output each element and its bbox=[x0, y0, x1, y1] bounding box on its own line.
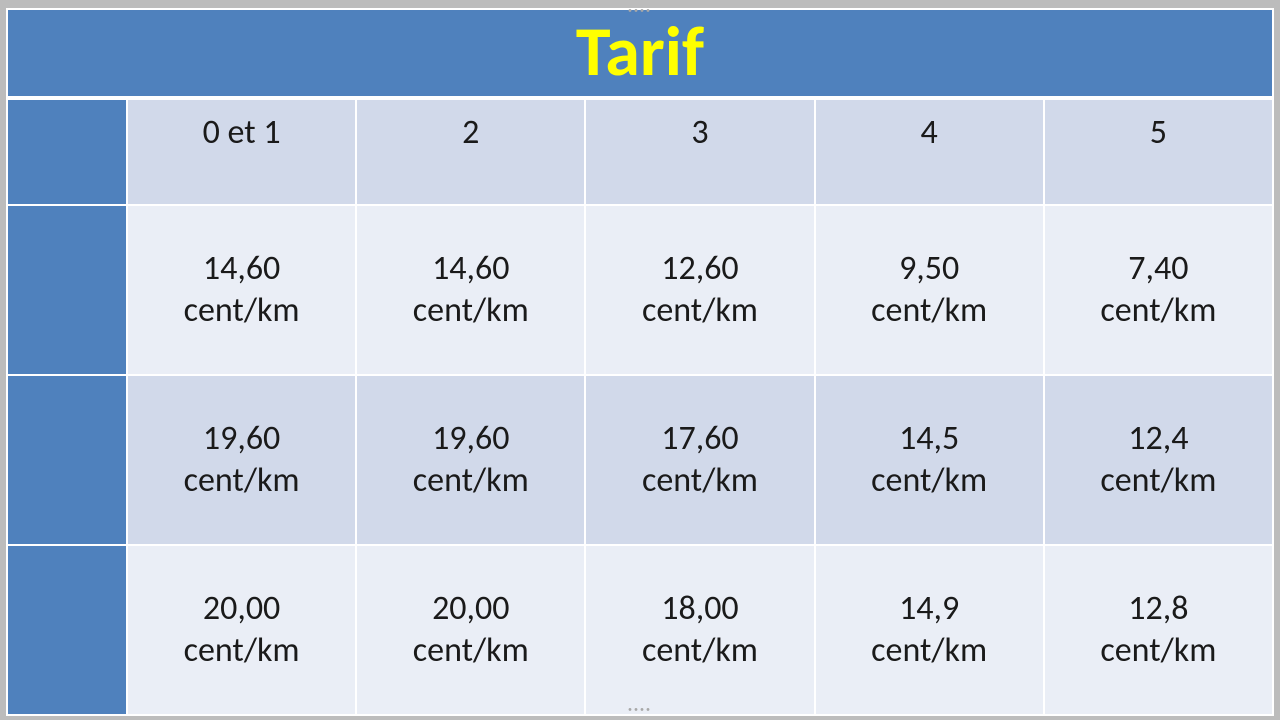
cell-value: 20,00 bbox=[357, 588, 584, 631]
cell-value: 12,8 bbox=[1045, 588, 1272, 631]
title-bar: Tarif bbox=[6, 8, 1274, 98]
cell-unit: cent/km bbox=[586, 460, 813, 503]
cell-value: 19,60 bbox=[357, 418, 584, 461]
col-header: 2 bbox=[356, 99, 585, 205]
table-row: 14,60cent/km 14,60cent/km 12,60cent/km 9… bbox=[7, 205, 1273, 375]
table-cell: 19,60cent/km bbox=[127, 375, 356, 545]
table-cell: 12,60cent/km bbox=[585, 205, 814, 375]
cell-value: 17,60 bbox=[586, 418, 813, 461]
cell-value: 12,4 bbox=[1045, 418, 1272, 461]
cell-unit: cent/km bbox=[586, 630, 813, 673]
cell-unit: cent/km bbox=[128, 460, 355, 503]
app-frame: •••• Tarif 0 et 1 2 3 4 5 14,60cent/km 1… bbox=[0, 0, 1280, 720]
row-stub bbox=[7, 375, 127, 545]
table-stub-header bbox=[7, 99, 127, 205]
table-header-row: 0 et 1 2 3 4 5 bbox=[7, 99, 1273, 205]
cell-unit: cent/km bbox=[1045, 460, 1272, 503]
row-stub bbox=[7, 545, 127, 715]
cell-unit: cent/km bbox=[357, 290, 584, 333]
table-cell: 19,60cent/km bbox=[356, 375, 585, 545]
cell-value: 14,9 bbox=[816, 588, 1043, 631]
cell-unit: cent/km bbox=[816, 460, 1043, 503]
table-cell: 12,4cent/km bbox=[1044, 375, 1273, 545]
table-cell: 12,8cent/km bbox=[1044, 545, 1273, 715]
col-header: 4 bbox=[815, 99, 1044, 205]
table-cell: 14,9cent/km bbox=[815, 545, 1044, 715]
cell-unit: cent/km bbox=[357, 460, 584, 503]
ruler-dots-top: •••• bbox=[628, 6, 652, 16]
cell-value: 14,5 bbox=[816, 418, 1043, 461]
cell-value: 9,50 bbox=[816, 248, 1043, 291]
table-cell: 17,60cent/km bbox=[585, 375, 814, 545]
table-cell: 14,60cent/km bbox=[356, 205, 585, 375]
table-cell: 20,00cent/km bbox=[127, 545, 356, 715]
table-cell: 14,60cent/km bbox=[127, 205, 356, 375]
table-cell: 20,00cent/km bbox=[356, 545, 585, 715]
cell-unit: cent/km bbox=[586, 290, 813, 333]
ruler-dots-bottom: •••• bbox=[628, 705, 652, 715]
slide: •••• Tarif 0 et 1 2 3 4 5 14,60cent/km 1… bbox=[6, 8, 1274, 714]
cell-unit: cent/km bbox=[816, 290, 1043, 333]
col-header: 5 bbox=[1044, 99, 1273, 205]
cell-unit: cent/km bbox=[1045, 290, 1272, 333]
table-row: 19,60cent/km 19,60cent/km 17,60cent/km 1… bbox=[7, 375, 1273, 545]
cell-value: 20,00 bbox=[128, 588, 355, 631]
cell-value: 14,60 bbox=[357, 248, 584, 291]
cell-value: 14,60 bbox=[128, 248, 355, 291]
row-stub bbox=[7, 205, 127, 375]
cell-value: 18,00 bbox=[586, 588, 813, 631]
cell-unit: cent/km bbox=[357, 630, 584, 673]
table-cell: 14,5cent/km bbox=[815, 375, 1044, 545]
table-row: 20,00cent/km 20,00cent/km 18,00cent/km 1… bbox=[7, 545, 1273, 715]
cell-unit: cent/km bbox=[128, 290, 355, 333]
tarif-table: 0 et 1 2 3 4 5 14,60cent/km 14,60cent/km… bbox=[6, 98, 1274, 716]
page-title: Tarif bbox=[576, 8, 704, 94]
cell-unit: cent/km bbox=[1045, 630, 1272, 673]
cell-value: 12,60 bbox=[586, 248, 813, 291]
table-cell: 9,50cent/km bbox=[815, 205, 1044, 375]
cell-unit: cent/km bbox=[128, 630, 355, 673]
table-cell: 18,00cent/km bbox=[585, 545, 814, 715]
cell-value: 7,40 bbox=[1045, 248, 1272, 291]
cell-value: 19,60 bbox=[128, 418, 355, 461]
col-header: 0 et 1 bbox=[127, 99, 356, 205]
table-cell: 7,40cent/km bbox=[1044, 205, 1273, 375]
col-header: 3 bbox=[585, 99, 814, 205]
cell-unit: cent/km bbox=[816, 630, 1043, 673]
